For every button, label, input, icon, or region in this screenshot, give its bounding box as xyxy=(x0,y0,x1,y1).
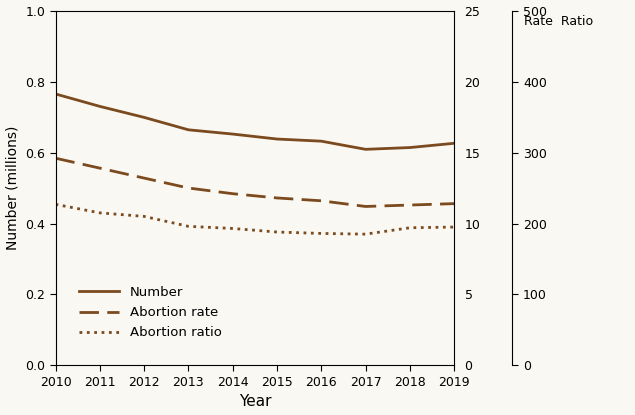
Number xyxy=(185,127,192,132)
Number xyxy=(229,132,236,137)
Abortion rate xyxy=(140,176,148,181)
Abortion rate xyxy=(406,203,413,208)
Number xyxy=(362,147,370,152)
Abortion ratio xyxy=(96,210,104,215)
Abortion rate xyxy=(185,186,192,190)
Abortion rate xyxy=(450,201,458,206)
Number xyxy=(318,139,325,144)
Number xyxy=(96,104,104,109)
Number xyxy=(273,137,281,142)
Number xyxy=(51,91,59,96)
Number xyxy=(140,115,148,120)
Abortion ratio xyxy=(185,224,192,229)
Abortion ratio xyxy=(140,214,148,219)
Abortion rate xyxy=(51,156,59,161)
Abortion rate xyxy=(96,166,104,171)
Abortion ratio xyxy=(229,226,236,231)
Abortion ratio xyxy=(51,202,59,207)
Line: Number: Number xyxy=(55,94,454,149)
Line: Abortion rate: Abortion rate xyxy=(55,158,454,207)
Abortion ratio xyxy=(318,231,325,236)
Abortion rate xyxy=(362,204,370,209)
Abortion rate xyxy=(273,195,281,200)
Abortion ratio xyxy=(362,232,370,237)
Number xyxy=(406,145,413,150)
Number xyxy=(450,141,458,146)
Line: Abortion ratio: Abortion ratio xyxy=(55,204,454,234)
Y-axis label: Number (millions): Number (millions) xyxy=(6,126,20,250)
Text: Rate  Ratio: Rate Ratio xyxy=(525,15,593,27)
Abortion rate xyxy=(229,191,236,196)
Abortion rate xyxy=(318,198,325,203)
Abortion ratio xyxy=(450,225,458,229)
Abortion ratio xyxy=(273,229,281,234)
X-axis label: Year: Year xyxy=(239,394,271,410)
Abortion ratio xyxy=(406,225,413,230)
Legend: Number, Abortion rate, Abortion ratio: Number, Abortion rate, Abortion ratio xyxy=(74,281,227,345)
